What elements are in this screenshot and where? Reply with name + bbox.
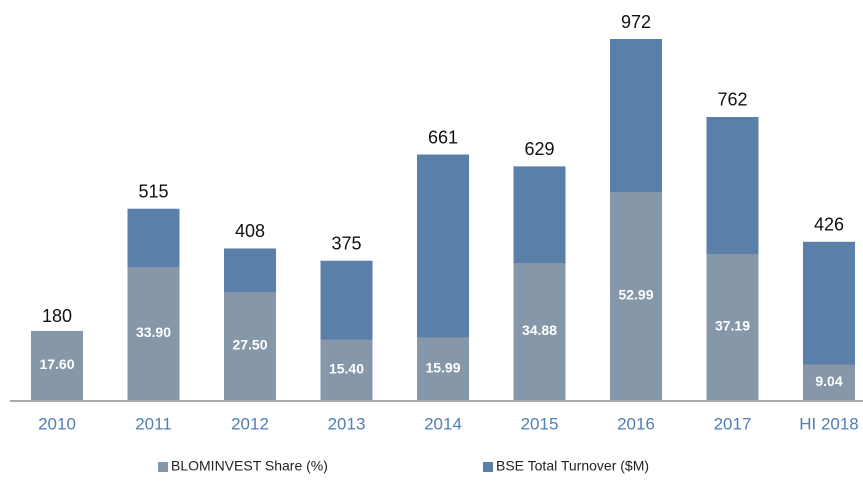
- turnover-label: 426: [814, 215, 844, 235]
- share-bar: [513, 263, 566, 400]
- share-bar: [320, 339, 373, 400]
- share-label: 27.50: [232, 337, 267, 353]
- share-bar: [706, 254, 759, 400]
- turnover-label: 661: [428, 127, 458, 147]
- turnover-label: 629: [524, 139, 554, 159]
- x-tick-label: HI 2018: [799, 414, 859, 433]
- x-tick-label: 2017: [714, 414, 752, 433]
- x-tick-label: 2011: [135, 414, 172, 433]
- legend-label: BLOMINVEST Share (%): [171, 458, 328, 474]
- turnover-label: 762: [717, 90, 747, 110]
- share-bar: [224, 292, 276, 400]
- share-label: 17.60: [39, 356, 74, 372]
- share-bar: [610, 192, 662, 400]
- share-label: 33.90: [136, 324, 171, 340]
- share-label: 34.88: [522, 322, 557, 338]
- share-label: 15.99: [425, 359, 460, 375]
- share-label: 15.40: [329, 360, 364, 376]
- share-label: 37.19: [715, 318, 750, 334]
- x-tick-label: 2014: [424, 414, 462, 433]
- turnover-label: 180: [42, 306, 72, 326]
- x-tick-label: 2015: [521, 414, 559, 433]
- legend-swatch: [158, 462, 168, 472]
- legend-label: BSE Total Turnover ($M): [496, 458, 649, 474]
- turnover-label: 972: [621, 12, 651, 32]
- turnover-label: 375: [331, 233, 361, 253]
- share-label: 52.99: [618, 287, 653, 303]
- x-tick-label: 2010: [38, 414, 76, 433]
- share-bar: [417, 337, 469, 400]
- legend-swatch: [483, 462, 493, 472]
- turnover-label: 515: [138, 181, 168, 201]
- share-bar: [803, 364, 855, 400]
- share-bar: [127, 266, 180, 400]
- x-tick-label: 2013: [328, 414, 366, 433]
- share-bar: [31, 330, 83, 400]
- x-tick-label: 2012: [231, 414, 269, 433]
- share-label: 9.04: [815, 373, 842, 389]
- turnover-label: 408: [235, 221, 265, 241]
- x-tick-label: 2016: [617, 414, 655, 433]
